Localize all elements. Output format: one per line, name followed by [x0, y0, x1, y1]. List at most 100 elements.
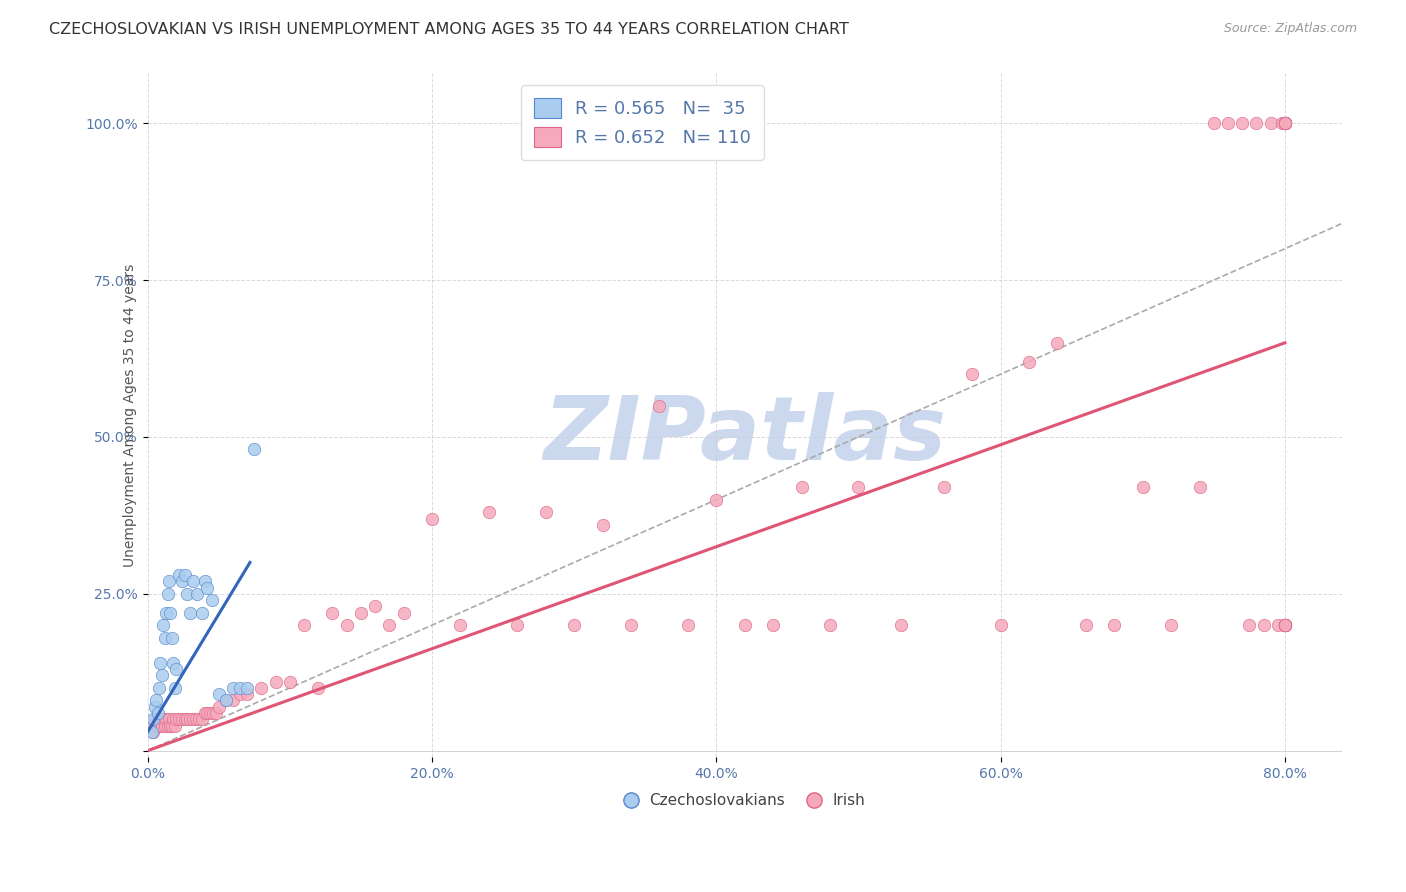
Point [152, 618, 174, 632]
Point [1271, 116, 1294, 130]
Point [155, 712, 177, 726]
Point [201, 593, 224, 607]
Point [1260, 116, 1282, 130]
Point [278, 674, 301, 689]
Point [229, 687, 252, 701]
Point [205, 706, 228, 720]
Point [1274, 116, 1296, 130]
Point [1267, 618, 1289, 632]
Point [1274, 618, 1296, 632]
Point [1274, 618, 1296, 632]
Point [163, 718, 186, 732]
Point [173, 568, 195, 582]
Point [145, 693, 167, 707]
Point [1274, 116, 1296, 130]
Point [890, 618, 912, 632]
Point [195, 706, 218, 720]
Point [190, 712, 212, 726]
Point [187, 712, 209, 726]
Point [1274, 116, 1296, 130]
Point [202, 706, 225, 720]
Point [162, 656, 184, 670]
Point [1274, 618, 1296, 632]
Point [1216, 116, 1239, 130]
Text: Source: ZipAtlas.com: Source: ZipAtlas.com [1223, 22, 1357, 36]
Point [1253, 618, 1275, 632]
Point [181, 712, 204, 726]
Point [1046, 335, 1069, 350]
Point [676, 618, 699, 632]
Point [264, 674, 287, 689]
Point [195, 581, 218, 595]
Point [562, 618, 585, 632]
Point [229, 681, 252, 695]
Point [1274, 618, 1296, 632]
Point [170, 712, 193, 726]
Point [534, 505, 557, 519]
Point [186, 587, 208, 601]
Point [1160, 618, 1182, 632]
Point [173, 712, 195, 726]
Point [292, 618, 315, 632]
Point [243, 442, 266, 457]
Point [848, 480, 870, 494]
Text: ZIPatlas: ZIPatlas [543, 392, 946, 479]
Point [1232, 116, 1254, 130]
Point [153, 718, 176, 732]
Point [159, 606, 181, 620]
Point [184, 712, 207, 726]
Point [1018, 354, 1040, 368]
Point [704, 492, 727, 507]
Point [1274, 116, 1296, 130]
Point [190, 606, 212, 620]
Point [159, 718, 181, 732]
Point [222, 693, 245, 707]
Point [307, 681, 329, 695]
Point [222, 681, 245, 695]
Point [176, 712, 198, 726]
Point [1274, 116, 1296, 130]
Point [1074, 618, 1097, 632]
Point [145, 718, 167, 732]
Point [208, 699, 231, 714]
Point [1188, 480, 1211, 494]
Text: CZECHOSLOVAKIAN VS IRISH UNEMPLOYMENT AMONG AGES 35 TO 44 YEARS CORRELATION CHAR: CZECHOSLOVAKIAN VS IRISH UNEMPLOYMENT AM… [49, 22, 849, 37]
Point [150, 718, 173, 732]
Point [157, 574, 180, 589]
Point [150, 668, 173, 682]
Point [1202, 116, 1225, 130]
Point [1239, 618, 1261, 632]
Point [1274, 618, 1296, 632]
Point [143, 699, 166, 714]
Point [1274, 116, 1296, 130]
Point [193, 574, 215, 589]
Point [142, 712, 165, 726]
Point [960, 367, 983, 381]
Point [155, 606, 177, 620]
Point [1104, 618, 1126, 632]
Point [156, 587, 179, 601]
Y-axis label: Unemployment Among Ages 35 to 44 years: Unemployment Among Ages 35 to 44 years [122, 263, 136, 566]
Point [506, 618, 529, 632]
Point [160, 718, 183, 732]
Point [1274, 618, 1296, 632]
Point [1274, 116, 1296, 130]
Point [1274, 116, 1296, 130]
Point [215, 693, 238, 707]
Point [350, 606, 373, 620]
Point [236, 681, 259, 695]
Point [167, 568, 190, 582]
Point [1274, 116, 1296, 130]
Point [165, 712, 187, 726]
Point [1274, 116, 1296, 130]
Point [1274, 618, 1296, 632]
Point [420, 511, 443, 525]
Point [179, 712, 201, 726]
Point [620, 618, 643, 632]
Point [1246, 116, 1268, 130]
Point [176, 587, 198, 601]
Point [142, 724, 165, 739]
Point [193, 706, 215, 720]
Point [1274, 618, 1296, 632]
Point [208, 687, 231, 701]
